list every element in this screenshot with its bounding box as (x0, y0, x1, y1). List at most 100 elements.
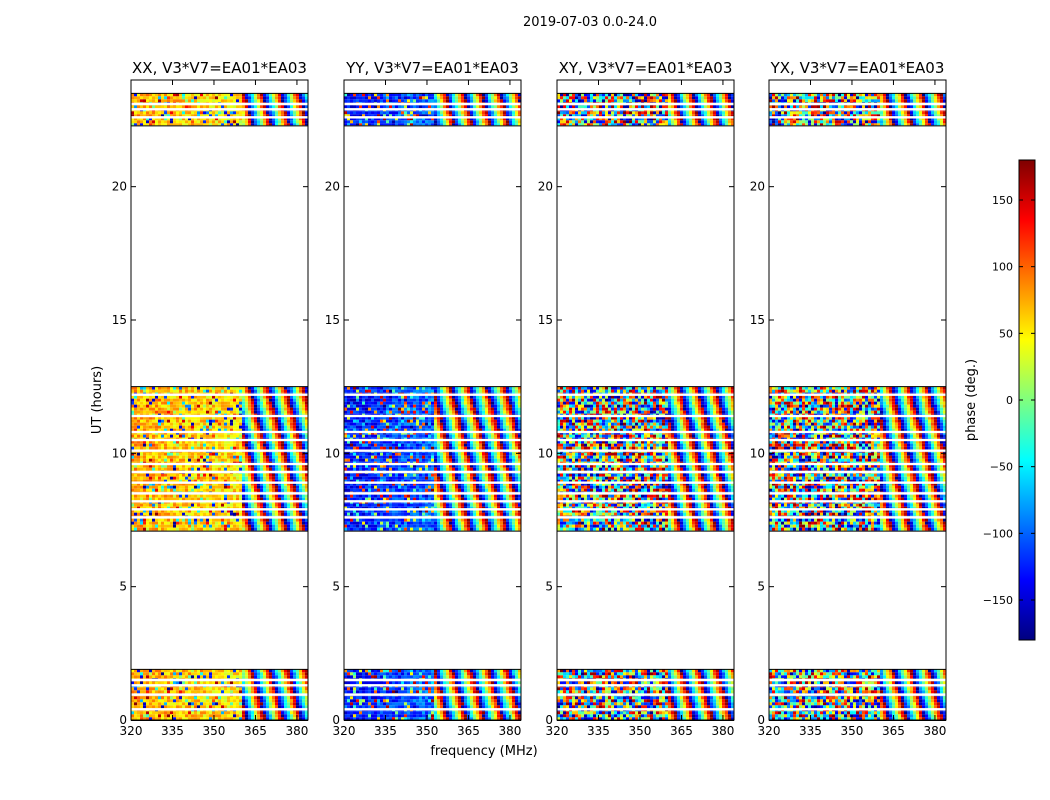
heatmap-cell (149, 699, 152, 703)
heatmap-cell (458, 672, 461, 676)
heatmap-cell (488, 681, 491, 685)
heatmap-cell (275, 467, 278, 471)
heatmap-cell (200, 410, 203, 414)
heatmap-cell (161, 473, 164, 477)
heatmap-cell (479, 687, 482, 691)
heatmap-cell (257, 117, 260, 121)
heatmap-cell (287, 455, 290, 459)
heatmap-cell (290, 714, 293, 718)
heatmap-cell (164, 675, 167, 679)
heatmap-cell (254, 669, 257, 673)
heatmap-cell (170, 123, 173, 126)
heatmap-cell (263, 419, 266, 423)
heatmap-cell (284, 512, 287, 516)
heatmap-cell (266, 99, 269, 103)
heatmap-cell (200, 699, 203, 703)
heatmap-cell (242, 428, 245, 432)
heatmap-cell (197, 690, 200, 694)
heatmap-cell (347, 672, 350, 676)
heatmap-cell (149, 96, 152, 100)
heatmap-cell (233, 99, 236, 103)
heatmap-cell (404, 675, 407, 679)
heatmap-cell (245, 509, 248, 513)
heatmap-cell (221, 428, 224, 432)
heatmap-cell (170, 512, 173, 516)
heatmap-cell (212, 416, 215, 420)
heatmap-cell (278, 111, 281, 115)
heatmap-cell (227, 497, 230, 501)
heatmap-cell (392, 681, 395, 685)
heatmap-cell (221, 699, 224, 703)
heatmap-cell (269, 386, 272, 390)
heatmap-cell (269, 120, 272, 124)
heatmap-cell (188, 512, 191, 516)
heatmap-cell (479, 681, 482, 685)
heatmap-cell (155, 494, 158, 498)
heatmap-cell (149, 123, 152, 126)
heatmap-cell (278, 509, 281, 513)
heatmap-cell (158, 114, 161, 118)
heatmap-cell (269, 509, 272, 513)
heatmap-cell (221, 488, 224, 492)
heatmap-cell (206, 416, 209, 420)
heatmap-cell (212, 509, 215, 513)
heatmap-cell (170, 440, 173, 444)
heatmap-cell (149, 398, 152, 402)
heatmap-cell (227, 407, 230, 411)
heatmap-cell (233, 705, 236, 709)
heatmap-cell (140, 99, 143, 103)
heatmap-cell (170, 521, 173, 525)
heatmap-cell (221, 524, 224, 528)
heatmap-cell (197, 527, 200, 531)
heatmap-cell (134, 699, 137, 703)
heatmap-cell (251, 111, 254, 115)
heatmap-cell (284, 416, 287, 420)
heatmap-cell (218, 93, 221, 97)
heatmap-cell (419, 681, 422, 685)
heatmap-cell (194, 503, 197, 507)
heatmap-cell (293, 386, 296, 390)
heatmap-cell (290, 117, 293, 121)
heatmap-cell (206, 714, 209, 718)
heatmap-cell (146, 117, 149, 121)
heatmap-cell (257, 105, 260, 109)
heatmap-cell (188, 419, 191, 423)
heatmap-cell (284, 711, 287, 715)
heatmap-cell (200, 455, 203, 459)
heatmap-cell (287, 96, 290, 100)
heatmap-cell (227, 105, 230, 109)
heatmap-cell (131, 518, 134, 522)
heatmap-cell (161, 443, 164, 447)
heatmap-cell (491, 669, 494, 673)
heatmap-cell (215, 681, 218, 685)
heatmap-cell (299, 687, 302, 691)
heatmap-cell (233, 687, 236, 691)
heatmap-cell (218, 425, 221, 429)
heatmap-cell (233, 467, 236, 471)
heatmap-cell (209, 425, 212, 429)
heatmap-cell (266, 120, 269, 124)
heatmap-cell (209, 488, 212, 492)
heatmap-cell (278, 96, 281, 100)
heatmap-cell (155, 386, 158, 390)
heatmap-cell (248, 111, 251, 115)
heatmap-cell (263, 446, 266, 450)
heatmap-cell (146, 422, 149, 426)
heatmap-cell (305, 702, 308, 706)
heatmap-cell (167, 111, 170, 115)
heatmap-cell (197, 512, 200, 516)
heatmap-cell (149, 672, 152, 676)
heatmap-cell (170, 717, 173, 720)
heatmap-cell (197, 467, 200, 471)
heatmap-cell (248, 527, 251, 531)
heatmap-cell (278, 672, 281, 676)
heatmap-cell (146, 675, 149, 679)
heatmap-cell (200, 443, 203, 447)
heatmap-cell (305, 476, 308, 480)
heatmap-cell (194, 123, 197, 126)
heatmap-cell (194, 527, 197, 531)
heatmap-cell (299, 699, 302, 703)
heatmap-cell (224, 497, 227, 501)
heatmap-cell (287, 117, 290, 121)
